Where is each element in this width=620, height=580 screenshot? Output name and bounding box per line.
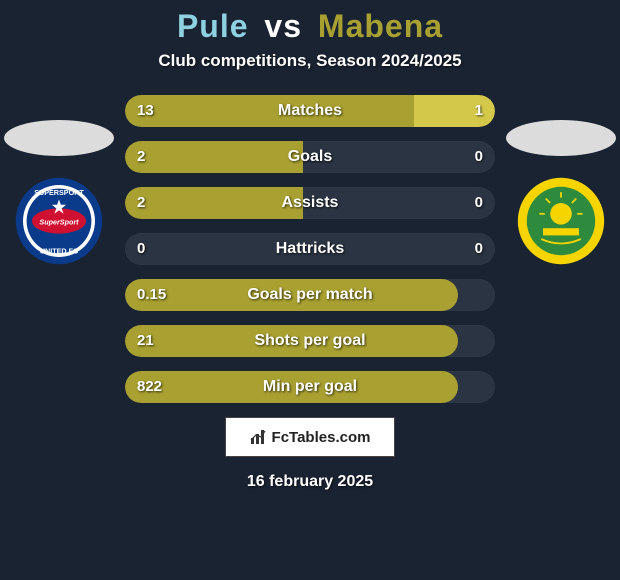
stat-row: Goals2 0 [125,141,495,173]
stat-value-left: 0.15 [137,279,166,311]
title-vs: vs [264,8,302,44]
stat-value-right: 0 [475,233,483,265]
stat-value-right: 0 [475,187,483,219]
title: Pule vs Mabena [0,8,620,45]
stat-value-right: 0 [475,141,483,173]
subtitle: Club competitions, Season 2024/2025 [0,51,620,71]
stat-value-left: 0 [137,233,145,265]
svg-text:SuperSport: SuperSport [39,218,79,227]
stat-row: Min per goal822 [125,371,495,403]
stat-label: Goals per match [125,279,495,311]
player2-name: Mabena [318,8,443,44]
stat-value-left: 2 [137,187,145,219]
stat-row: Hattricks0 0 [125,233,495,265]
sundowns-badge-icon [516,176,606,266]
stat-row: Matches13 1 [125,95,495,127]
player1-name: Pule [177,8,249,44]
stat-bars: Matches131Goals20Assists20Hattricks00Goa… [125,95,495,403]
stat-label: Assists [125,187,495,219]
player2-avatar-placeholder [506,120,616,156]
stat-value-left: 13 [137,95,154,127]
supersport-badge-icon: SUPERSPORT UNITED FC SuperSport [14,176,104,266]
club-badge-left: SUPERSPORT UNITED FC SuperSport [14,176,104,266]
stat-label: Hattricks [125,233,495,265]
stat-value-right: 1 [475,95,483,127]
branding-box: FcTables.com [225,417,395,457]
stat-label: Min per goal [125,371,495,403]
chart-icon [250,428,268,446]
stat-value-left: 21 [137,325,154,357]
stat-value-left: 2 [137,141,145,173]
stat-value-left: 822 [137,371,162,403]
stat-row: Goals per match0.15 [125,279,495,311]
stat-label: Matches [125,95,495,127]
player1-avatar-placeholder [4,120,114,156]
stat-row: Shots per goal21 [125,325,495,357]
comparison-card: Pule vs Mabena Club competitions, Season… [0,0,620,580]
stat-label: Goals [125,141,495,173]
club-badge-right [516,176,606,266]
svg-text:SUPERSPORT: SUPERSPORT [34,188,84,197]
footer-date: 16 february 2025 [0,473,620,491]
stat-label: Shots per goal [125,325,495,357]
branding-text: FcTables.com [272,429,371,446]
stat-row: Assists2 0 [125,187,495,219]
svg-text:UNITED FC: UNITED FC [40,246,78,255]
